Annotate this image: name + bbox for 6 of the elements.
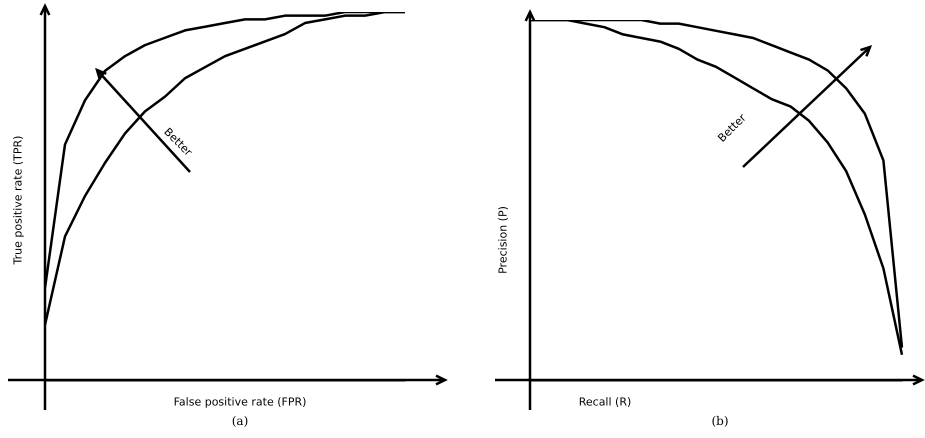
- y-axis-title: Precision (P): [496, 206, 510, 274]
- x-axis-title: False positive rate (FPR): [174, 396, 306, 408]
- text: (a): [232, 414, 248, 428]
- x-axis-title: Recall (R): [578, 396, 632, 408]
- text: (b): [711, 414, 729, 428]
- y-axis-title: True positive rate (TPR): [12, 136, 24, 264]
